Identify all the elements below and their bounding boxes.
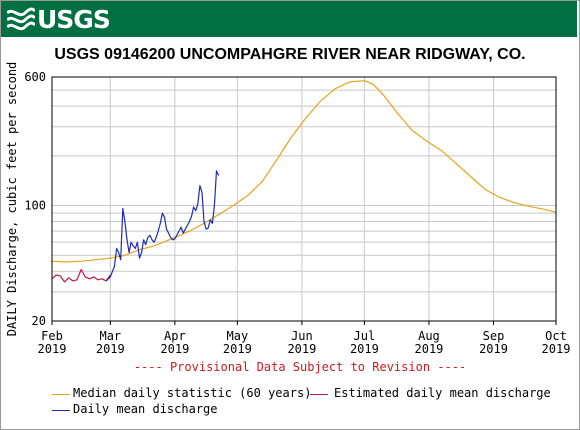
plot-border: [51, 76, 557, 322]
estimated-series-line: [51, 268, 111, 283]
x-tick-label-year: 2019: [96, 342, 125, 356]
y-tick-layer: 20 100 600: [24, 70, 46, 328]
grid-layer: [52, 77, 556, 321]
legend-line-estimated: [310, 394, 328, 395]
legend-label-median: Median daily statistic (60 years): [73, 386, 312, 400]
legend-line-median: [52, 394, 70, 395]
provisional-note: ---- Provisional Data Subject to Revisio…: [133, 360, 467, 374]
y-tick-label: 20: [32, 314, 46, 328]
x-tick-label-month: Mar: [99, 329, 121, 343]
usgs-wave-logo-icon: [7, 7, 35, 31]
daily-mean-series-line: [105, 170, 220, 282]
x-tick-label-year: 2019: [223, 342, 252, 356]
legend-line-daily: [52, 410, 70, 411]
x-tick-label-month: Jul: [354, 329, 376, 343]
y-tick-label: 100: [24, 199, 46, 213]
x-tick-label-month: Sep: [483, 329, 505, 343]
x-tick-label-year: 2019: [38, 342, 67, 356]
x-tick-label-month: May: [227, 329, 249, 343]
x-tick-label-year: 2019: [415, 342, 444, 356]
x-tick-label-month: Oct: [545, 329, 567, 343]
x-tick-label-year: 2019: [542, 342, 571, 356]
x-tick-label-month: Feb: [41, 329, 63, 343]
x-tick-label-year: 2019: [350, 342, 379, 356]
x-tick-label-month: Apr: [164, 329, 186, 343]
median-series-line: [51, 80, 557, 263]
x-tick-label-month: Jun: [291, 329, 313, 343]
usgs-logo-text: USGS: [37, 5, 111, 34]
x-tick-label-year: 2019: [479, 342, 508, 356]
legend-label-daily: Daily mean discharge: [73, 402, 218, 416]
series-layer: [51, 80, 557, 283]
legend-label-estimated: Estimated daily mean discharge: [334, 386, 551, 400]
y-axis-label: DAILY Discharge, cubic feet per second: [5, 62, 19, 337]
chart-title: USGS 09146200 UNCOMPAHGRE RIVER NEAR RID…: [54, 46, 526, 63]
usgs-banner: USGS: [1, 1, 577, 37]
x-tick-label-year: 2019: [160, 342, 189, 356]
x-tick-layer: Feb2019Mar2019Apr2019May2019Jun2019Jul20…: [38, 321, 571, 356]
x-tick-label-month: Aug: [418, 329, 440, 343]
y-tick-label: 600: [24, 70, 46, 84]
x-tick-label-year: 2019: [287, 342, 316, 356]
